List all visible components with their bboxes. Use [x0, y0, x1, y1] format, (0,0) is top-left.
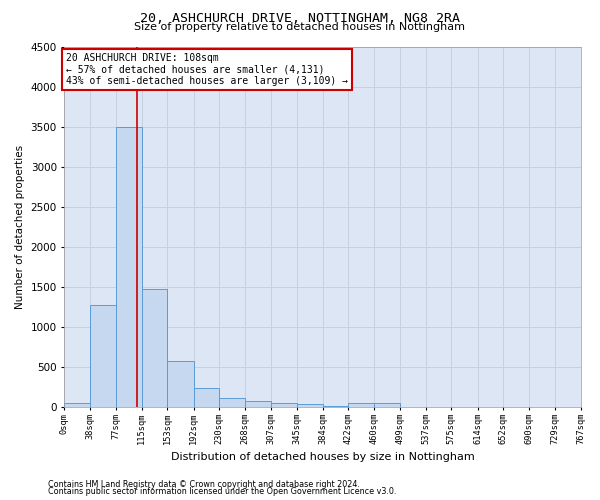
Text: 20 ASHCHURCH DRIVE: 108sqm
← 57% of detached houses are smaller (4,131)
43% of s: 20 ASHCHURCH DRIVE: 108sqm ← 57% of deta…	[66, 53, 348, 86]
Bar	[271, 403, 296, 407]
Y-axis label: Number of detached properties: Number of detached properties	[15, 144, 25, 309]
Text: 20, ASHCHURCH DRIVE, NOTTINGHAM, NG8 2RA: 20, ASHCHURCH DRIVE, NOTTINGHAM, NG8 2RA	[140, 12, 460, 26]
Bar	[323, 406, 349, 407]
Text: Size of property relative to detached houses in Nottingham: Size of property relative to detached ho…	[134, 22, 466, 32]
Bar	[64, 403, 90, 407]
Bar	[374, 402, 400, 407]
Bar	[90, 304, 116, 407]
X-axis label: Distribution of detached houses by size in Nottingham: Distribution of detached houses by size …	[170, 452, 475, 462]
Bar	[296, 404, 323, 407]
Bar	[219, 398, 245, 407]
Bar	[349, 403, 374, 407]
Text: Contains HM Land Registry data © Crown copyright and database right 2024.: Contains HM Land Registry data © Crown c…	[48, 480, 360, 489]
Bar	[167, 362, 194, 407]
Bar	[194, 388, 219, 407]
Bar	[245, 400, 271, 407]
Bar	[142, 288, 167, 407]
Bar	[116, 126, 142, 407]
Text: Contains public sector information licensed under the Open Government Licence v3: Contains public sector information licen…	[48, 487, 397, 496]
